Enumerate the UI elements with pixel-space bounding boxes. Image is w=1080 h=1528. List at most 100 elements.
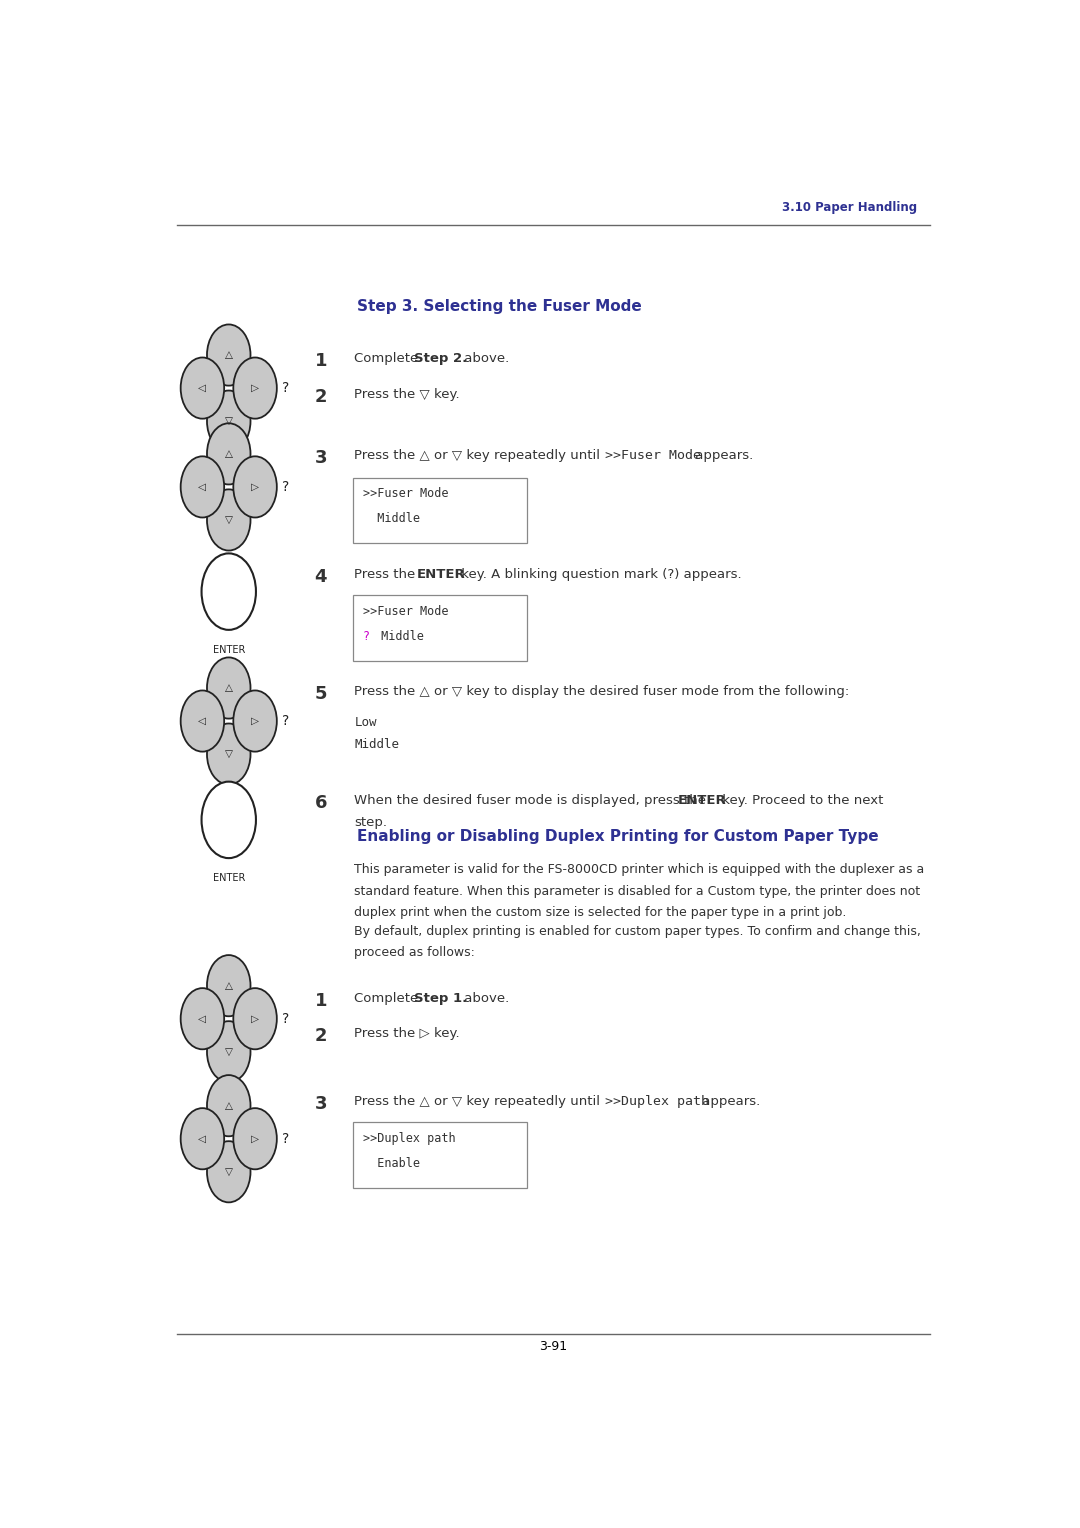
Text: Middle: Middle: [354, 738, 400, 750]
Text: Press the ▽ key.: Press the ▽ key.: [354, 388, 460, 400]
Text: appears.: appears.: [691, 449, 753, 463]
Text: Press the ▷ key.: Press the ▷ key.: [354, 1027, 460, 1041]
Text: ◁: ◁: [199, 481, 206, 492]
Text: above.: above.: [460, 351, 509, 365]
Text: 3.10 Paper Handling: 3.10 Paper Handling: [783, 202, 918, 214]
Circle shape: [207, 489, 251, 550]
Text: ▷: ▷: [251, 1013, 259, 1024]
Text: Press the △ or ▽ key repeatedly until: Press the △ or ▽ key repeatedly until: [354, 449, 605, 463]
Text: ?: ?: [282, 480, 289, 494]
Text: above.: above.: [460, 992, 509, 1004]
FancyBboxPatch shape: [353, 477, 527, 544]
Text: 3: 3: [314, 449, 327, 468]
Text: △: △: [225, 350, 233, 361]
Text: standard feature. When this parameter is disabled for a Custom type, the printer: standard feature. When this parameter is…: [354, 885, 920, 897]
Text: 2: 2: [314, 388, 327, 406]
Text: By default, duplex printing is enabled for custom paper types. To confirm and ch: By default, duplex printing is enabled f…: [354, 924, 921, 938]
Text: Step 2.: Step 2.: [414, 351, 467, 365]
Text: ◁: ◁: [199, 1013, 206, 1024]
Text: △: △: [225, 981, 233, 990]
Text: key. Proceed to the next: key. Proceed to the next: [717, 795, 883, 807]
Text: Complete: Complete: [354, 351, 422, 365]
Text: Enabling or Disabling Duplex Printing for Custom Paper Type: Enabling or Disabling Duplex Printing fo…: [356, 828, 878, 843]
Circle shape: [180, 989, 225, 1050]
Text: duplex print when the custom size is selected for the paper type in a print job.: duplex print when the custom size is sel…: [354, 906, 847, 918]
FancyBboxPatch shape: [353, 594, 527, 662]
Text: ENTER: ENTER: [417, 568, 465, 581]
Circle shape: [207, 391, 251, 452]
Text: Middle: Middle: [375, 630, 424, 643]
Circle shape: [207, 324, 251, 385]
Text: ▽: ▽: [225, 749, 233, 759]
Circle shape: [207, 1021, 251, 1082]
Text: ◁: ◁: [199, 1134, 206, 1144]
Text: >>Fuser Mode: >>Fuser Mode: [605, 449, 701, 463]
Circle shape: [180, 1108, 225, 1169]
Text: ?: ?: [282, 380, 289, 396]
Text: ▷: ▷: [251, 384, 259, 393]
Text: step.: step.: [354, 816, 388, 830]
Text: ▷: ▷: [251, 717, 259, 726]
Text: ▽: ▽: [225, 1167, 233, 1177]
Circle shape: [207, 1076, 251, 1137]
Text: △: △: [225, 449, 233, 458]
Text: Middle: Middle: [363, 512, 420, 526]
FancyBboxPatch shape: [353, 1122, 527, 1189]
Text: ◁: ◁: [199, 717, 206, 726]
Text: Step 1.: Step 1.: [414, 992, 467, 1004]
Text: 3-91: 3-91: [539, 1340, 568, 1354]
Text: ?: ?: [282, 714, 289, 727]
Text: proceed as follows:: proceed as follows:: [354, 946, 475, 958]
Text: △: △: [225, 683, 233, 694]
Text: key. A blinking question mark (?) appears.: key. A blinking question mark (?) appear…: [457, 568, 742, 581]
Text: Press the △ or ▽ key to display the desired fuser mode from the following:: Press the △ or ▽ key to display the desi…: [354, 685, 850, 698]
Circle shape: [233, 358, 276, 419]
Circle shape: [180, 358, 225, 419]
Text: ▷: ▷: [251, 1134, 259, 1144]
Text: 2: 2: [314, 1027, 327, 1045]
Circle shape: [233, 691, 276, 752]
Text: >>Fuser Mode: >>Fuser Mode: [363, 487, 448, 501]
Text: Step 3. Selecting the Fuser Mode: Step 3. Selecting the Fuser Mode: [356, 299, 642, 315]
Text: 5: 5: [314, 685, 327, 703]
Text: >>Duplex path: >>Duplex path: [363, 1132, 456, 1144]
Text: ▷: ▷: [251, 481, 259, 492]
Circle shape: [202, 553, 256, 630]
Text: appears.: appears.: [699, 1096, 760, 1108]
Text: Press the: Press the: [354, 568, 420, 581]
Text: 1: 1: [314, 992, 327, 1010]
Circle shape: [233, 989, 276, 1050]
Text: ENTER: ENTER: [213, 645, 245, 656]
Text: ◁: ◁: [199, 384, 206, 393]
Circle shape: [233, 457, 276, 518]
Text: △: △: [225, 1100, 233, 1111]
Text: 6: 6: [314, 795, 327, 811]
Text: Complete: Complete: [354, 992, 422, 1004]
Text: ENTER: ENTER: [213, 874, 245, 883]
Circle shape: [180, 691, 225, 752]
Text: Low: Low: [354, 717, 377, 729]
Text: ▽: ▽: [225, 416, 233, 426]
Circle shape: [233, 1108, 276, 1169]
Text: ▽: ▽: [225, 1047, 233, 1057]
Text: 1: 1: [314, 351, 327, 370]
Text: >>Fuser Mode: >>Fuser Mode: [363, 605, 448, 619]
Text: When the desired fuser mode is displayed, press the: When the desired fuser mode is displayed…: [354, 795, 711, 807]
Text: Enable: Enable: [363, 1157, 420, 1170]
Text: Press the △ or ▽ key repeatedly until: Press the △ or ▽ key repeatedly until: [354, 1096, 605, 1108]
Text: >>Duplex path: >>Duplex path: [605, 1096, 708, 1108]
Circle shape: [202, 782, 256, 859]
Circle shape: [207, 955, 251, 1016]
Text: ?: ?: [282, 1012, 289, 1025]
Text: This parameter is valid for the FS-8000CD printer which is equipped with the dup: This parameter is valid for the FS-8000C…: [354, 863, 924, 877]
Circle shape: [180, 457, 225, 518]
Text: 3: 3: [314, 1096, 327, 1114]
Circle shape: [207, 1141, 251, 1203]
Text: ENTER: ENTER: [677, 795, 726, 807]
Text: ▽: ▽: [225, 515, 233, 526]
Circle shape: [207, 657, 251, 718]
Circle shape: [207, 723, 251, 785]
Text: ?: ?: [282, 1132, 289, 1146]
Circle shape: [207, 423, 251, 484]
Text: ?: ?: [363, 630, 369, 643]
